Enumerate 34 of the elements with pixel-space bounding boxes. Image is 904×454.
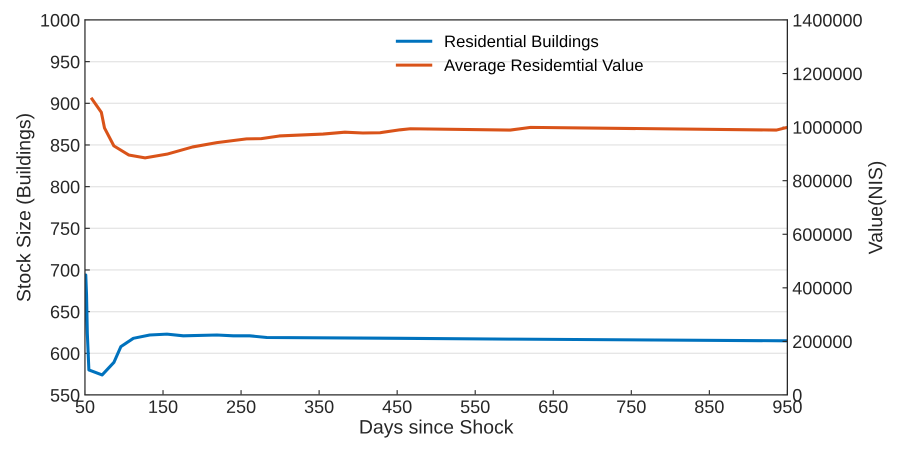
x-tick-label: 350 bbox=[304, 400, 334, 414]
y-tick-label: 800 bbox=[50, 180, 80, 194]
x-tick-label: 650 bbox=[539, 400, 568, 414]
y-tick-label: 750 bbox=[50, 222, 80, 236]
y-tick-label: 700 bbox=[50, 264, 80, 277]
legend-label: Average Residemtial Value bbox=[444, 58, 643, 74]
x-tick-label: 50 bbox=[76, 400, 94, 414]
y-tick-label: 900 bbox=[50, 97, 80, 110]
y2-tick-label: 200000 bbox=[793, 335, 852, 348]
line-series bbox=[84, 273, 788, 377]
y2-tick-label: 1200000 bbox=[794, 67, 862, 80]
x-tick-label: 850 bbox=[695, 400, 724, 414]
x-tick-label: 450 bbox=[382, 400, 412, 414]
line-series bbox=[90, 97, 788, 160]
y-axis-title: Stock Size (Buildings) bbox=[16, 114, 34, 302]
legend-label: Residential Buildings bbox=[445, 34, 598, 51]
y-tick-label: 550 bbox=[50, 388, 80, 402]
y2-tick-label: 1000000 bbox=[794, 121, 862, 134]
x-axis-title: Days since Shock bbox=[360, 419, 514, 438]
y-tick-label: 950 bbox=[50, 56, 80, 68]
y-tick-label: 850 bbox=[50, 138, 80, 152]
x-tick-label: 250 bbox=[226, 400, 256, 414]
y-tick-label: 600 bbox=[50, 347, 80, 360]
x-tick-label: 750 bbox=[617, 400, 646, 414]
y2-tick-label: 600000 bbox=[793, 228, 852, 241]
y2-tick-label: 1400000 bbox=[794, 14, 862, 27]
y-tick-label: 1000 bbox=[41, 14, 80, 27]
y2-axis-title: Value(NIS) bbox=[868, 162, 886, 254]
y2-tick-label: 400000 bbox=[792, 282, 852, 295]
y2-tick-label: 800000 bbox=[793, 174, 852, 188]
y-tick-label: 650 bbox=[50, 306, 80, 318]
x-tick-label: 150 bbox=[149, 400, 178, 414]
x-tick-label: 950 bbox=[773, 400, 802, 414]
x-tick-label: 550 bbox=[460, 400, 490, 414]
